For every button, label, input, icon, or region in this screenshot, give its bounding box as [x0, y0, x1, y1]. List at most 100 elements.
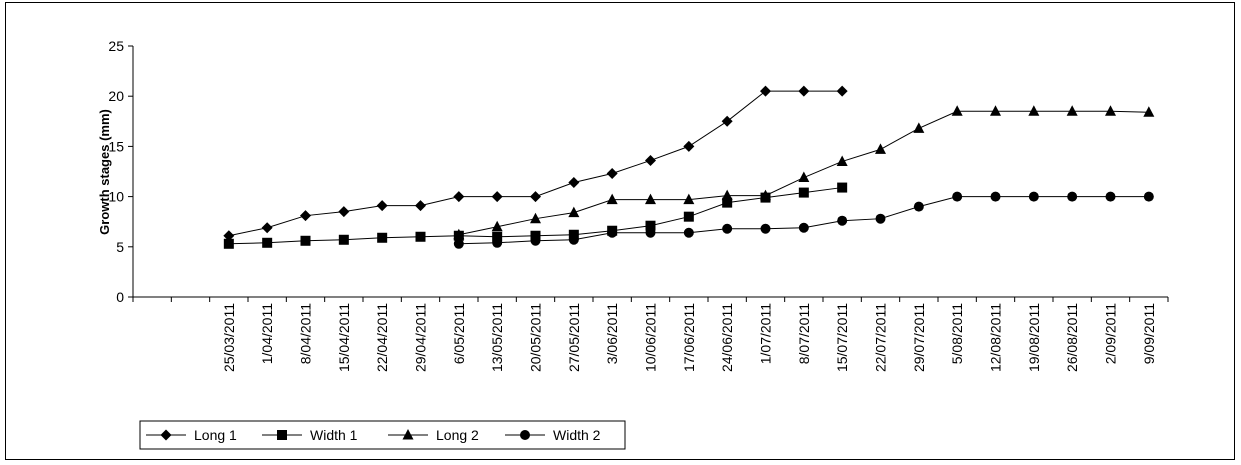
x-tick-label: 17/06/2011: [681, 303, 697, 372]
point-width-2: [568, 234, 579, 245]
point-long-2: [913, 122, 925, 133]
point-long-1: [645, 154, 656, 166]
chart-frame: [5, 2, 1235, 460]
point-width-2: [492, 237, 503, 248]
x-tick-label: 19/08/2011: [1026, 303, 1042, 372]
axes: [132, 46, 1168, 298]
point-width-1: [377, 232, 388, 243]
point-long-2: [491, 220, 503, 232]
point-long-1: [223, 230, 235, 242]
x-tick-label: 13/05/2011: [489, 303, 505, 372]
point-long-1: [606, 168, 618, 180]
point-width-1: [568, 229, 579, 240]
series-markers: [223, 85, 1155, 249]
point-width-2: [1105, 191, 1116, 202]
series-line-width-2: [458, 196, 1149, 245]
legend-label-long-1: Long 1: [194, 427, 237, 443]
point-width-2: [837, 215, 848, 226]
x-tick-label: 26/08/2011: [1064, 303, 1080, 372]
point-width-2: [1143, 191, 1154, 202]
point-width-2: [952, 191, 963, 202]
y-tick-label: 25: [108, 38, 124, 54]
point-long-1: [530, 191, 541, 203]
point-width-2: [990, 191, 1001, 202]
x-tick-label: 22/04/2011: [374, 303, 390, 372]
point-width-2: [453, 238, 464, 249]
point-long-1: [683, 140, 695, 152]
y-tick-label: 15: [108, 138, 124, 154]
point-long-1: [491, 191, 503, 203]
y-axis-label: Growth stages (mm): [97, 109, 112, 235]
x-tick-label: 15/07/2011: [834, 303, 850, 372]
point-width-2: [913, 201, 924, 212]
legend-marker-width-2: [520, 430, 530, 440]
x-tick-label: 1/07/2011: [758, 303, 774, 364]
point-width-2: [798, 222, 809, 233]
x-tick-label: 25/03/2011: [221, 303, 237, 372]
x-axis-ticks: 25/03/2011 1/04/2011 8/04/2011 15/04/2011 22…: [132, 297, 1169, 372]
x-tick-label: 5/08/2011: [949, 303, 965, 364]
legend-marker-width-1: [277, 430, 287, 440]
point-long-2: [645, 193, 656, 205]
point-long-1: [453, 191, 465, 203]
point-long-2: [760, 189, 771, 201]
point-width-2: [645, 227, 656, 238]
x-tick-label: 2/09/2011: [1103, 303, 1119, 364]
point-long-2: [530, 212, 541, 224]
point-width-2: [875, 213, 886, 224]
x-tick-label: 6/05/2011: [451, 303, 467, 364]
x-tick-label: 22/07/2011: [873, 303, 889, 372]
point-long-2: [721, 189, 733, 201]
point-width-1: [300, 235, 311, 246]
point-width-1: [338, 234, 349, 245]
y-tick-label: 10: [108, 189, 124, 205]
point-long-2: [1143, 106, 1155, 117]
x-tick-label: 29/07/2011: [911, 303, 927, 372]
x-tick-label: 24/06/2011: [719, 303, 735, 372]
point-long-1: [338, 206, 350, 218]
y-axis-ticks: 0 5 10 15 20 25: [108, 38, 133, 305]
point-long-1: [721, 115, 733, 127]
point-long-2: [875, 143, 886, 154]
y-tick-label: 5: [116, 239, 124, 255]
point-width-2: [1028, 191, 1039, 202]
point-width-2: [760, 223, 771, 234]
point-long-2: [990, 105, 1001, 116]
x-tick-label: 1/04/2011: [259, 303, 275, 364]
y-tick-label: 20: [108, 88, 124, 104]
point-long-2: [606, 193, 618, 205]
y-tick-label: 0: [116, 289, 124, 305]
point-width-2: [722, 223, 733, 234]
legend-label-width-2: Width 2: [553, 427, 601, 443]
point-width-1: [530, 230, 541, 241]
point-width-1: [415, 231, 426, 242]
x-tick-label: 10/06/2011: [643, 303, 659, 372]
point-long-1: [836, 85, 848, 97]
point-long-1: [568, 177, 580, 189]
point-width-1: [645, 220, 656, 231]
point-long-1: [261, 222, 273, 234]
x-tick-label: 8/07/2011: [796, 303, 812, 364]
point-long-1: [798, 85, 810, 97]
point-long-2: [1028, 105, 1040, 116]
x-tick-label: 8/04/2011: [298, 303, 314, 364]
point-width-2: [1067, 191, 1078, 202]
point-width-1: [722, 197, 733, 208]
point-width-1: [683, 211, 694, 222]
point-width-2: [530, 235, 541, 246]
legend-marker-long-1: [160, 429, 172, 441]
point-long-2: [951, 105, 963, 116]
legend-marker-long-2: [402, 429, 414, 440]
x-tick-label: 3/06/2011: [604, 303, 620, 364]
x-tick-label: 15/04/2011: [336, 303, 352, 372]
point-long-1: [760, 85, 771, 97]
legend: Long 1 Width 1 Long 2 Width 2: [139, 420, 626, 450]
point-long-2: [1066, 105, 1078, 116]
x-tick-label: 12/08/2011: [988, 303, 1004, 372]
point-width-1: [798, 187, 809, 198]
point-width-1: [492, 231, 503, 242]
point-long-2: [836, 155, 848, 166]
point-width-2: [683, 227, 694, 238]
point-long-2: [683, 193, 695, 205]
